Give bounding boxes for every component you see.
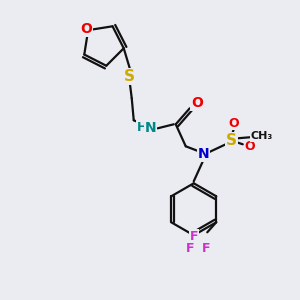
Text: O: O	[244, 140, 255, 153]
Text: O: O	[80, 22, 92, 36]
Text: H: H	[136, 121, 147, 134]
Text: F: F	[202, 242, 211, 255]
Text: F: F	[186, 242, 194, 255]
Text: S: S	[226, 133, 237, 148]
Text: O: O	[191, 96, 203, 110]
Text: S: S	[124, 69, 135, 84]
Text: CH₃: CH₃	[250, 131, 273, 141]
Text: N: N	[145, 121, 157, 135]
Text: O: O	[228, 117, 239, 130]
Text: N: N	[198, 147, 210, 161]
Text: F: F	[190, 230, 199, 243]
